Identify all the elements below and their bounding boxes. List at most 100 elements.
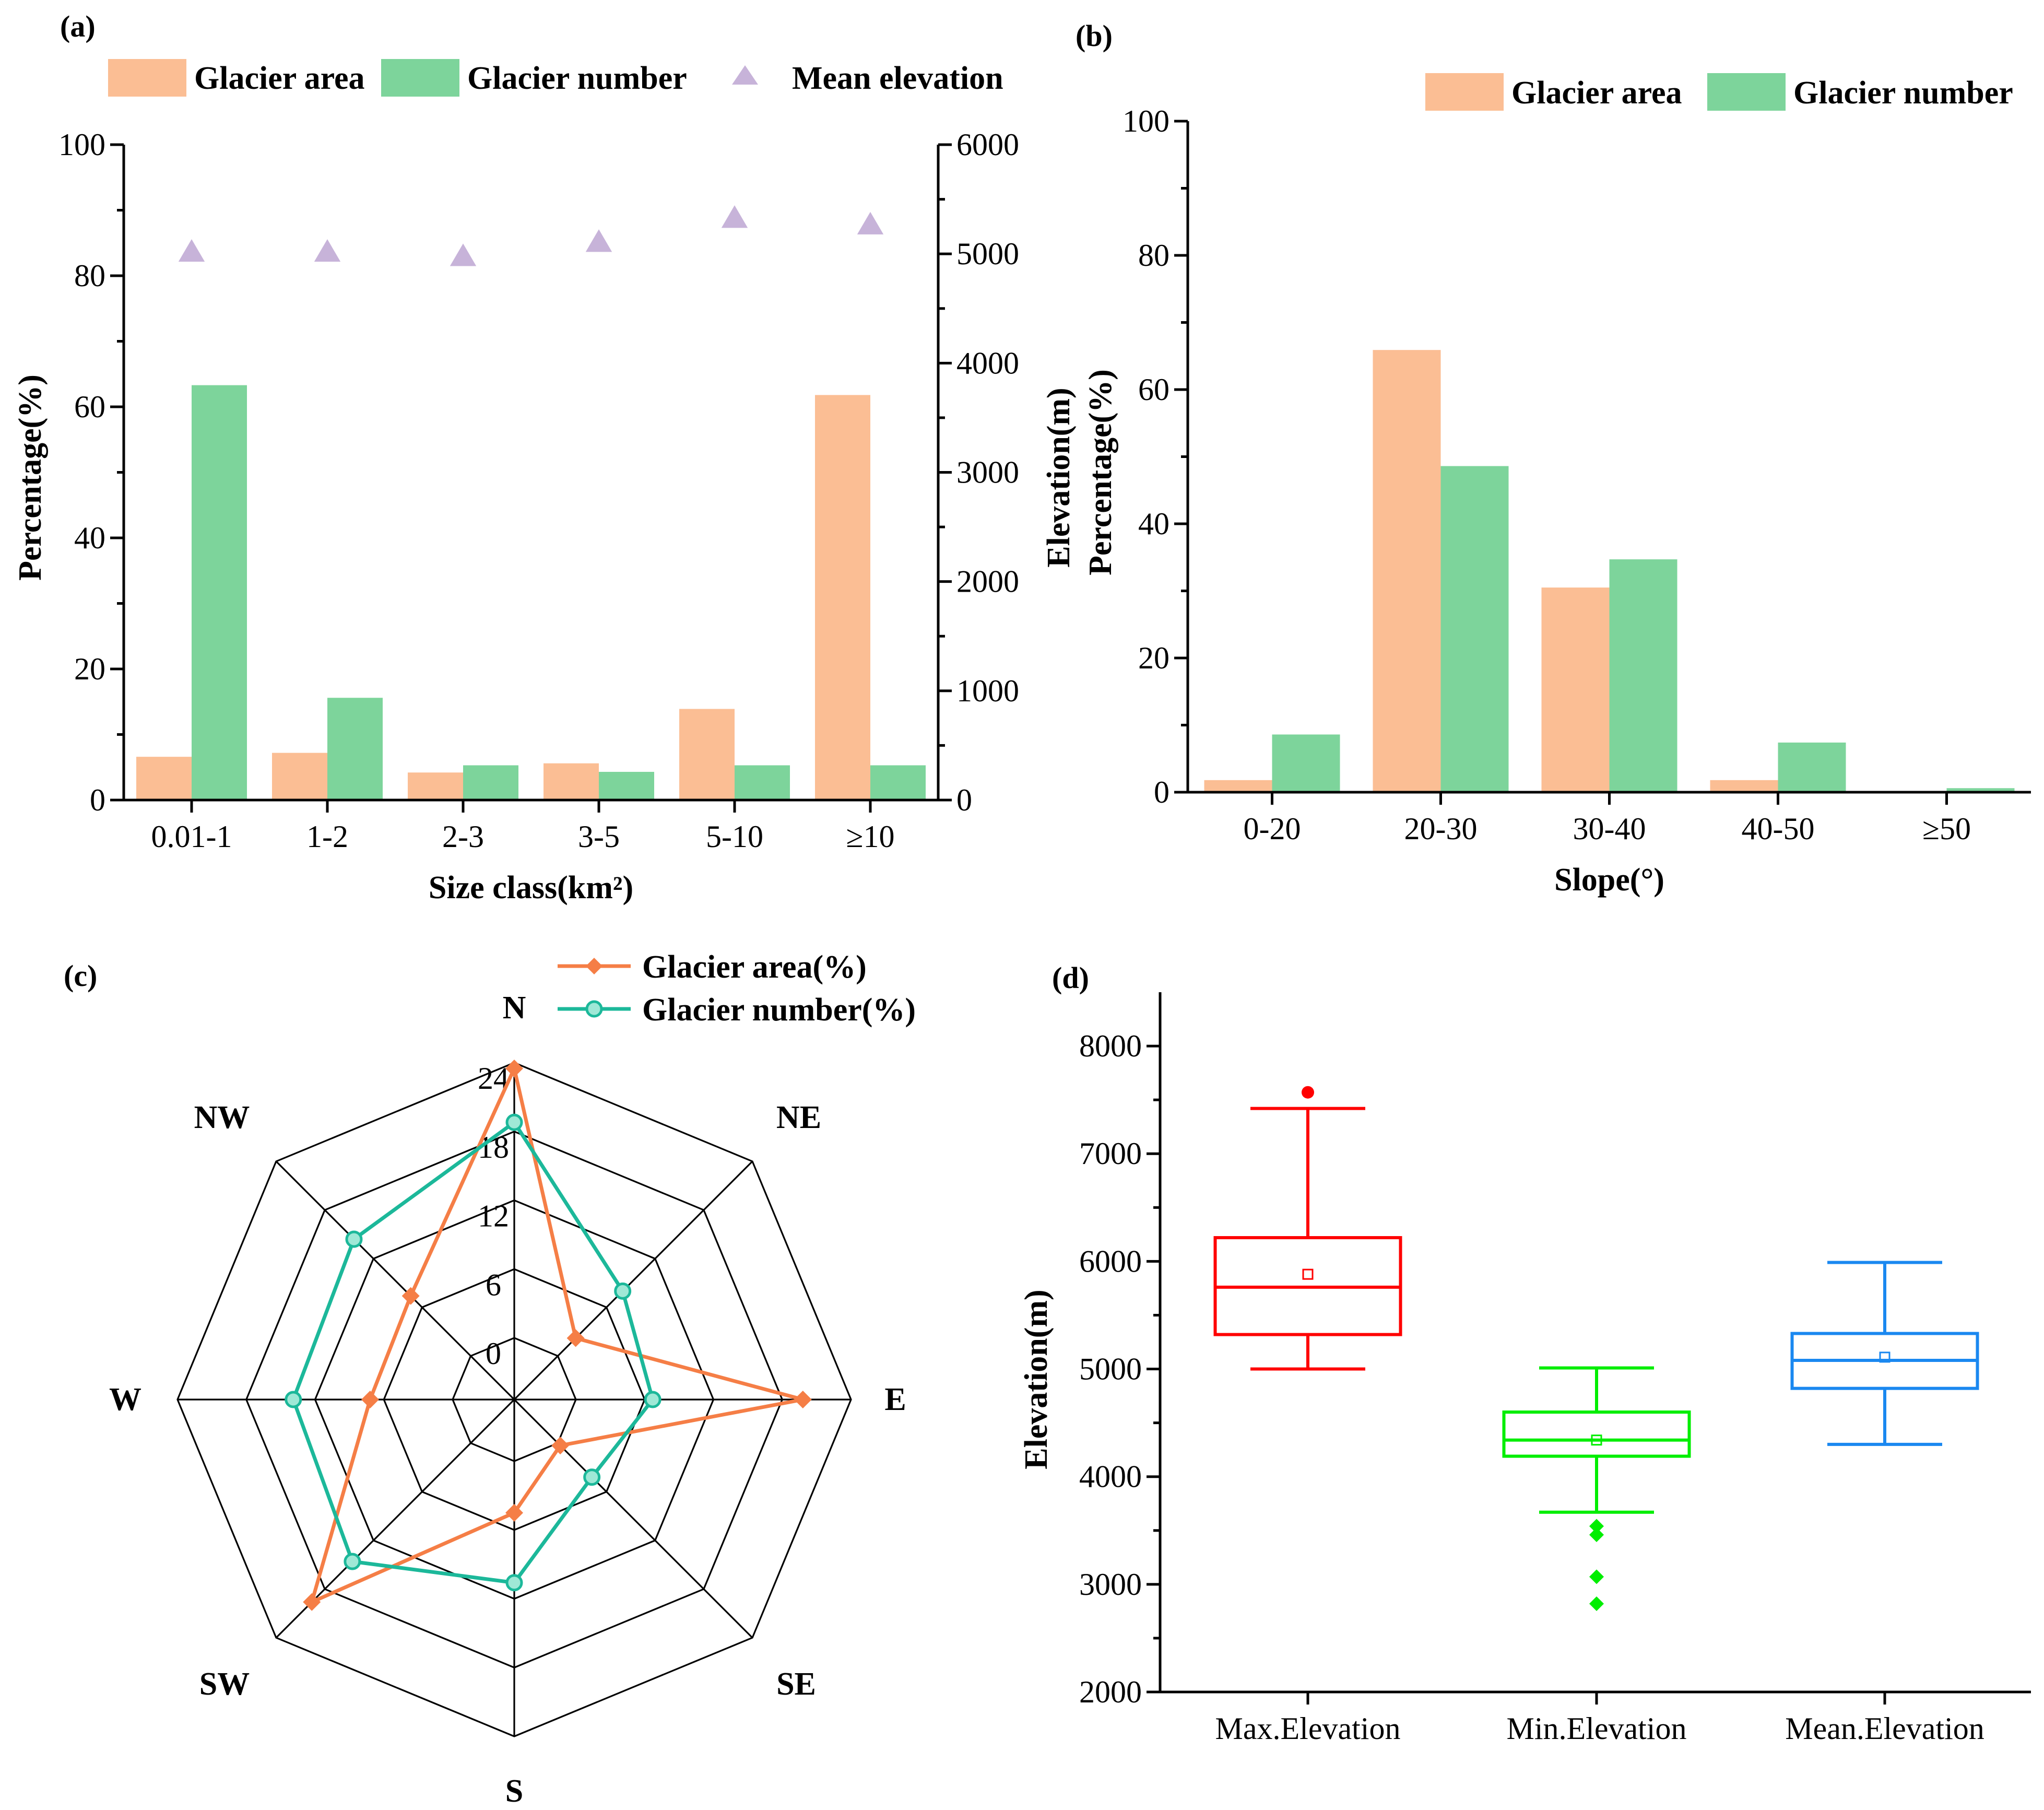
x-tick-label: Max.Elevation — [1215, 1711, 1401, 1746]
radar-point-area-E — [794, 1391, 812, 1408]
y-tick-label: 40 — [74, 521, 105, 555]
radar-point-number-NW — [345, 1230, 363, 1248]
y-tick-label: 4000 — [1079, 1460, 1142, 1494]
direction-label-SW: SW — [199, 1666, 250, 1702]
bar-number-5-10 — [735, 765, 790, 800]
y2-tick-label: 4000 — [956, 346, 1019, 380]
box-outlier-Min.Elevation — [1589, 1596, 1604, 1611]
bar-area-2-3 — [408, 772, 463, 800]
y-axis-label: Percentage(%) — [13, 374, 48, 581]
x-tick-label: ≥10 — [846, 819, 895, 854]
direction-label-S: S — [505, 1773, 523, 1809]
radar-spoke-NE — [513, 1160, 753, 1401]
direction-label-NW: NW — [194, 1100, 250, 1135]
box-outlier-Max.Elevation — [1302, 1086, 1314, 1099]
bar-number-≥50 — [1946, 788, 2015, 792]
radar-tick-label: 6 — [486, 1267, 501, 1302]
x-axis-label: Slope(°) — [1554, 862, 1664, 898]
y2-tick-label: 1000 — [956, 674, 1019, 708]
box-outlier-Min.Elevation — [1589, 1527, 1604, 1543]
direction-label-NE: NE — [776, 1100, 821, 1135]
radar-point-number-N — [505, 1113, 523, 1131]
bar-area-5-10 — [679, 709, 735, 800]
radar-tick-label: 12 — [478, 1199, 509, 1233]
x-tick-label: 2-3 — [442, 819, 484, 854]
box-iqr-Min.Elevation — [1502, 1411, 1691, 1458]
legend-swatch-area — [1425, 73, 1504, 111]
legend-swatch-elevation — [732, 65, 758, 85]
radar-point-number-NE — [614, 1282, 632, 1300]
y-tick-label: 80 — [74, 258, 105, 293]
y-tick-label: 2000 — [1079, 1675, 1142, 1709]
bar-number-1-2 — [327, 698, 383, 800]
panel-d: (d) 2000 3000 4000 5000 6000 7000 8000 Elevation… — [1019, 961, 2031, 1746]
y-axis-label: Percentage(%) — [1083, 369, 1118, 575]
legend-swatch-number — [381, 59, 459, 97]
legend-swatch-area — [108, 59, 186, 97]
y2-tick-label: 2000 — [956, 565, 1019, 599]
x-tick-label: 0-20 — [1244, 812, 1301, 846]
bar-area-≥10 — [815, 395, 870, 800]
radar-point-area-W — [361, 1391, 379, 1408]
legend-label-area: Glacier area — [1511, 75, 1682, 111]
radar-spoke-SE — [513, 1398, 753, 1639]
bar-area-0-20 — [1204, 780, 1272, 792]
legend-label-area: Glacier area(%) — [642, 949, 867, 985]
y-tick-label: 7000 — [1079, 1136, 1142, 1171]
legend-label-number: Glacier number — [1793, 75, 2013, 111]
legend-marker-number — [585, 1000, 603, 1018]
box-mean-Max.Elevation — [1302, 1268, 1314, 1280]
radar-point-number-E — [644, 1391, 661, 1408]
y2-tick-label: 3000 — [956, 455, 1019, 490]
elevation-marker-0.01-1 — [178, 239, 205, 262]
x-tick-label: 20-30 — [1404, 812, 1478, 846]
x-tick-label: Min.Elevation — [1507, 1711, 1687, 1746]
box-mean-Mean.Elevation — [1879, 1351, 1891, 1363]
radar-point-area-NW — [401, 1287, 420, 1305]
x-tick-label: Mean.Elevation — [1785, 1711, 1984, 1746]
panel-label: (b) — [1076, 19, 1113, 53]
radar-point-area-N — [505, 1059, 523, 1077]
box-mean-Min.Elevation — [1591, 1435, 1602, 1446]
y-tick-label: 40 — [1138, 507, 1169, 541]
x-tick-label: 5-10 — [706, 819, 763, 854]
x-tick-label: 3-5 — [578, 819, 620, 854]
y-tick-label: 60 — [1138, 372, 1169, 407]
y-tick-label: 20 — [74, 652, 105, 686]
y2-tick-label: 5000 — [956, 237, 1019, 271]
panel-a: (a)0.01-1 1-2 2-3 3-5 5-10 ≥10020406080100010… — [13, 9, 1077, 906]
panel-label: (d) — [1052, 961, 1089, 995]
radar-point-number-SE — [583, 1468, 601, 1486]
y-tick-label: 8000 — [1079, 1029, 1142, 1063]
legend-label-elevation: Mean elevation — [792, 61, 1003, 96]
radar-point-number-SW — [344, 1553, 361, 1570]
y-tick-label: 3000 — [1079, 1567, 1142, 1602]
legend-swatch-number — [1707, 73, 1786, 111]
radar-spoke-NW — [275, 1160, 515, 1401]
y-tick-label: 6000 — [1079, 1244, 1142, 1278]
radar-point-area-NE — [566, 1329, 585, 1347]
y-tick-label: 0 — [90, 783, 105, 817]
bar-area-0.01-1 — [136, 757, 192, 800]
elevation-marker-2-3 — [450, 243, 477, 266]
panel-b: (b) 0-20 20-30 30-40 40-50 ≥50 0 20 40 60 80 100 Slo… — [1076, 19, 2031, 898]
radar-point-area-SW — [303, 1593, 321, 1611]
x-tick-label: 1-2 — [306, 819, 348, 854]
bar-area-1-2 — [272, 753, 327, 800]
y-tick-label: 100 — [1123, 104, 1169, 138]
elevation-marker-1-2 — [314, 239, 341, 262]
radar-point-number-W — [285, 1391, 302, 1408]
radar-point-area-SE — [551, 1437, 570, 1455]
x-tick-label: 0.01-1 — [151, 819, 232, 854]
bar-area-3-5 — [544, 763, 599, 800]
y-axis-label: Elevation(m) — [1019, 1289, 1054, 1469]
elevation-marker-3-5 — [585, 229, 612, 252]
y2-tick-label: 0 — [956, 783, 972, 817]
bar-number-≥10 — [870, 765, 926, 800]
elevation-marker-≥10 — [857, 211, 884, 234]
bar-number-3-5 — [599, 772, 654, 800]
y-tick-label: 20 — [1138, 641, 1169, 675]
y-tick-label: 100 — [58, 127, 105, 162]
